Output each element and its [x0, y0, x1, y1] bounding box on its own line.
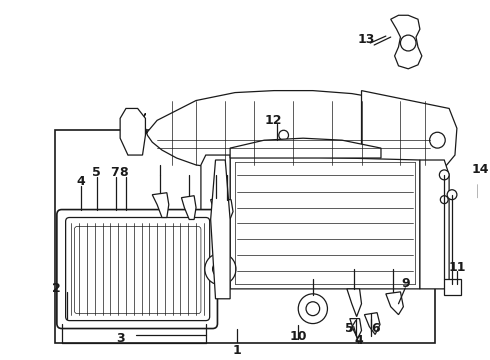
Polygon shape [350, 319, 362, 338]
Polygon shape [391, 15, 422, 69]
Circle shape [306, 302, 319, 316]
Circle shape [205, 253, 236, 285]
FancyBboxPatch shape [57, 210, 218, 329]
Bar [55, 130, 435, 343]
Text: 10: 10 [290, 330, 307, 343]
Text: 11: 11 [448, 261, 466, 274]
Text: 12: 12 [264, 114, 282, 127]
Polygon shape [347, 289, 362, 317]
Polygon shape [362, 91, 457, 175]
Circle shape [430, 132, 445, 148]
Text: 9: 9 [401, 278, 410, 291]
Polygon shape [386, 292, 403, 315]
Text: 13: 13 [358, 32, 375, 46]
Text: 3: 3 [116, 332, 124, 345]
Polygon shape [211, 160, 230, 299]
Polygon shape [230, 155, 420, 289]
Text: 4: 4 [354, 334, 363, 347]
Polygon shape [211, 198, 221, 221]
Text: 8: 8 [120, 166, 128, 179]
Circle shape [400, 35, 416, 51]
Polygon shape [181, 196, 196, 220]
Circle shape [279, 130, 289, 140]
Polygon shape [425, 108, 451, 162]
Circle shape [213, 261, 228, 277]
Polygon shape [128, 91, 449, 170]
Polygon shape [152, 193, 169, 217]
Circle shape [447, 190, 457, 200]
Polygon shape [365, 313, 380, 334]
Polygon shape [420, 160, 449, 289]
Text: 6: 6 [371, 322, 379, 335]
FancyBboxPatch shape [66, 217, 210, 321]
Text: 4: 4 [77, 175, 86, 188]
Polygon shape [201, 155, 230, 289]
Circle shape [298, 294, 327, 324]
Polygon shape [223, 200, 233, 221]
Text: 14: 14 [471, 163, 489, 176]
Polygon shape [444, 279, 461, 295]
Text: 2: 2 [52, 282, 61, 295]
Polygon shape [230, 138, 381, 158]
Text: 7: 7 [110, 166, 119, 179]
Polygon shape [120, 108, 146, 155]
Circle shape [440, 170, 449, 180]
Text: 5: 5 [93, 166, 101, 179]
Circle shape [441, 196, 448, 204]
Text: 1: 1 [233, 344, 241, 357]
Polygon shape [478, 178, 490, 204]
Text: 5: 5 [345, 322, 354, 335]
